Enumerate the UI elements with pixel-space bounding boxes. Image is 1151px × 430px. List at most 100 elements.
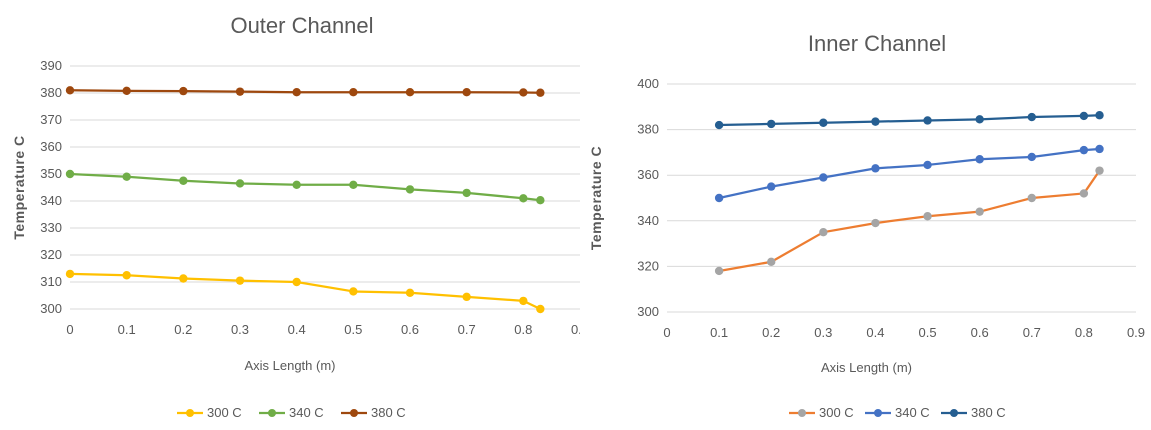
data-point (923, 212, 932, 221)
legend-item: 300 C (789, 405, 854, 420)
series-line-340-c (718, 147, 1100, 200)
legend-item: 340 C (259, 405, 324, 420)
legend-label: 340 C (289, 405, 324, 420)
data-point (462, 87, 471, 97)
data-point (1095, 166, 1104, 175)
y-tick-label: 360 (637, 167, 659, 182)
y-tick-label: 380 (40, 85, 62, 100)
data-point (122, 86, 131, 96)
data-point (519, 88, 528, 97)
chart-title: Outer Channel (230, 13, 373, 38)
data-point (122, 271, 131, 280)
legend-swatch-marker (874, 409, 882, 417)
data-point (405, 288, 415, 297)
y-tick-label: 320 (40, 247, 62, 262)
y-axis-title: Temperature C (11, 135, 27, 239)
data-point (1095, 144, 1104, 154)
x-tick-label: 0.6 (401, 322, 419, 337)
y-tick-label: 370 (40, 112, 62, 127)
legend-label: 380 C (971, 405, 1006, 420)
data-point (462, 292, 471, 302)
x-tick-label: 0.9 (1127, 325, 1145, 340)
data-point (292, 87, 301, 97)
data-point (767, 119, 776, 129)
series-line-380-c (69, 89, 541, 94)
legend-item: 380 C (941, 405, 1006, 420)
data-point (536, 304, 545, 314)
data-point (975, 115, 984, 124)
legend-item: 380 C (341, 405, 406, 420)
y-tick-label: 360 (40, 139, 62, 154)
data-point (536, 88, 545, 97)
data-point (767, 257, 776, 267)
data-point (292, 277, 301, 287)
data-point (179, 86, 188, 96)
data-point (179, 274, 188, 283)
data-point (1027, 193, 1036, 203)
data-point (1079, 111, 1089, 121)
x-axis-title: Axis Length (m) (244, 358, 335, 373)
data-point (1095, 111, 1104, 120)
series-line-340-c (69, 172, 541, 202)
y-tick-label: 390 (40, 58, 62, 73)
data-point (975, 155, 984, 164)
data-point (65, 86, 75, 95)
data-point (714, 193, 724, 203)
x-tick-label: 0.5 (919, 325, 937, 340)
data-point (179, 176, 188, 185)
x-tick-label: 0.7 (1023, 325, 1041, 340)
legend-swatch-marker (798, 409, 806, 417)
series-line-300-c (69, 272, 541, 311)
legend-swatch-marker (350, 409, 358, 417)
data-point (871, 218, 880, 228)
data-point (1079, 145, 1089, 155)
data-point (65, 269, 75, 279)
data-point (819, 173, 828, 182)
data-point (714, 266, 724, 276)
data-point (349, 287, 358, 296)
x-tick-label: 0.5 (344, 322, 362, 337)
y-tick-label: 380 (637, 122, 659, 137)
y-tick-label: 350 (40, 166, 62, 181)
data-point (767, 182, 776, 191)
inner-channel-chart: Inner Channel 300 320 340 360 380 400 0 0.1 0.2 0.… (588, 31, 1145, 420)
y-tick-label: 400 (637, 76, 659, 91)
x-tick-label: 0.9 (571, 322, 580, 337)
legend-label: 300 C (819, 405, 854, 420)
x-tick-label: 0.1 (710, 325, 728, 340)
x-tick-label: 0.8 (514, 322, 532, 337)
data-point (235, 276, 245, 285)
x-tick-label: 0.4 (866, 325, 884, 340)
x-tick-label: 0.3 (231, 322, 249, 337)
data-point (536, 195, 545, 205)
legend-swatch-marker (950, 409, 958, 417)
data-point (349, 87, 358, 97)
data-point (714, 120, 724, 130)
y-tick-label: 300 (40, 301, 62, 316)
legend-item: 300 C (177, 405, 242, 420)
data-point (405, 87, 415, 97)
x-tick-label: 0.6 (971, 325, 989, 340)
outer-channel-chart: Outer Channel 300 310 320 330 340 350 360 370 380… (11, 13, 580, 420)
x-tick-label: 0.8 (1075, 325, 1093, 340)
legend-label: 300 C (207, 405, 242, 420)
inner-channel-chart-panel: Inner Channel 300 320 340 360 380 400 0 0.1 0.2 0.… (580, 0, 1151, 430)
data-point (462, 188, 471, 198)
data-point (923, 160, 932, 170)
y-tick-label: 320 (637, 258, 659, 273)
data-point (1027, 112, 1036, 122)
y-tick-label: 340 (40, 193, 62, 208)
x-tick-label: 0.2 (174, 322, 192, 337)
x-tick-label: 0 (66, 322, 73, 337)
data-point (1079, 189, 1089, 198)
x-tick-label: 0.4 (288, 322, 306, 337)
x-tick-label: 0.7 (458, 322, 476, 337)
data-point (819, 228, 828, 237)
data-point (819, 118, 828, 127)
x-tick-label: 0.2 (762, 325, 780, 340)
x-axis-title: Axis Length (m) (821, 360, 912, 375)
x-tick-label: 0.1 (118, 322, 136, 337)
series-line-380-c (719, 114, 1100, 127)
x-tick-label: 0 (663, 325, 670, 340)
y-tick-label: 300 (637, 304, 659, 319)
